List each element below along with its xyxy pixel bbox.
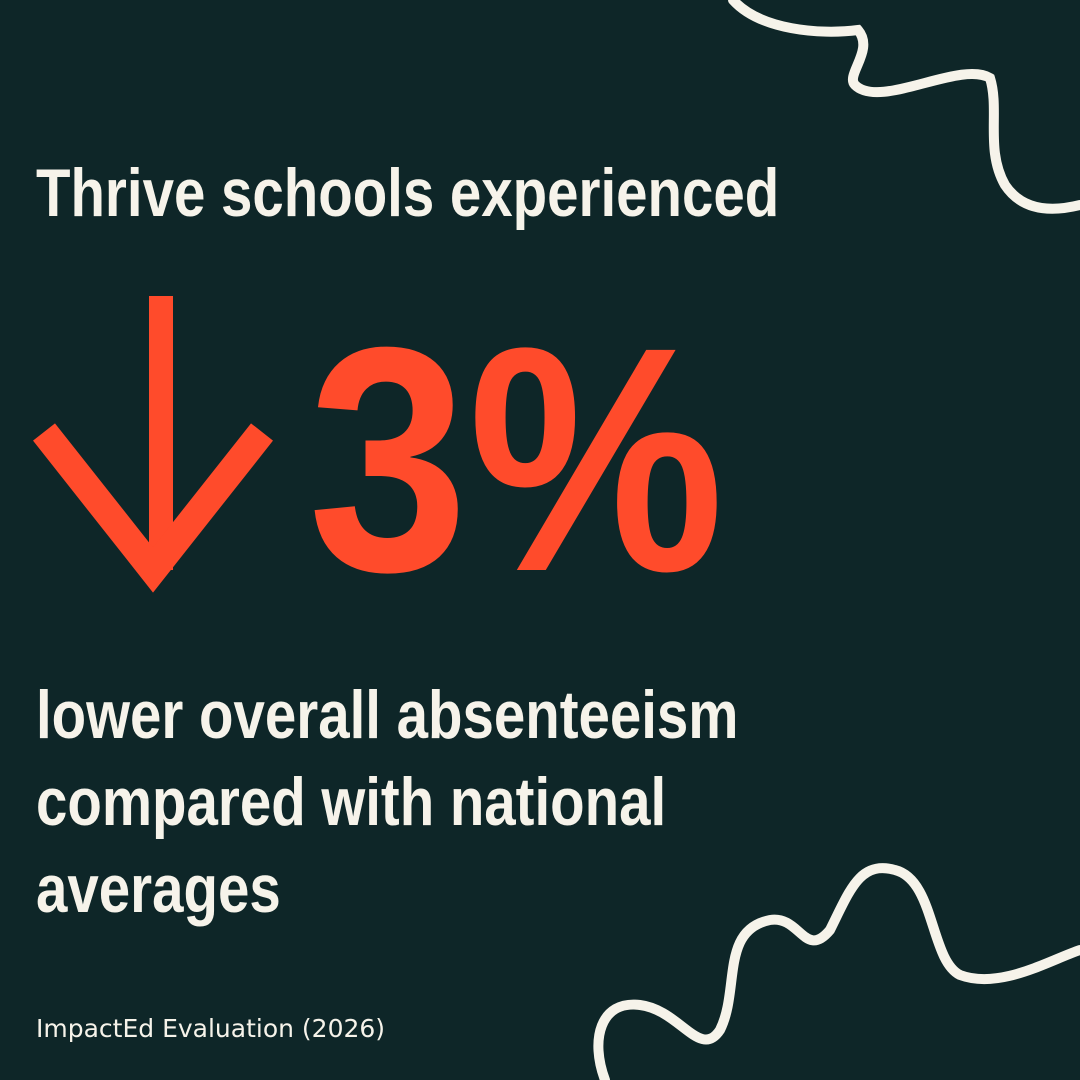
squiggle-bottom: [593, 863, 1080, 1080]
body-line: averages: [36, 851, 281, 927]
stat: 3%: [308, 280, 724, 638]
squiggle-top: [728, 0, 1080, 214]
body-line: compared with national: [36, 764, 666, 840]
headline: Thrive schools experienced: [36, 155, 779, 231]
down-arrow: [33, 296, 273, 593]
source: ImpactEd Evaluation (2026): [36, 1014, 385, 1043]
body-line: lower overall absenteeism: [36, 677, 738, 753]
arrow-head: [33, 423, 273, 593]
